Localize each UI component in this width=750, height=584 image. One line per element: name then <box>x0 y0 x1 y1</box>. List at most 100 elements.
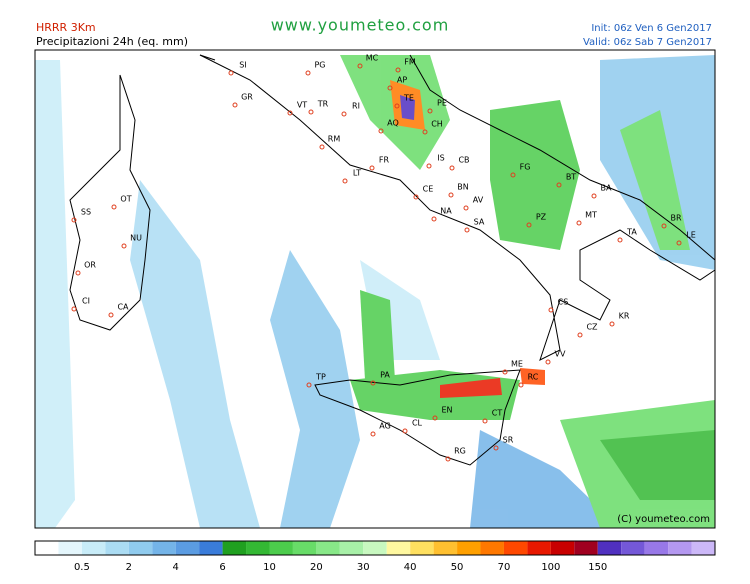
legend: 0.5 2 4 6 10 20 30 40 50 70 100 150 <box>34 540 716 573</box>
city-dot <box>556 182 562 188</box>
legend-swatch <box>105 541 129 555</box>
legend-swatch <box>152 541 176 555</box>
legend-swatch <box>503 541 528 555</box>
city-label: FG <box>520 163 531 172</box>
copyright: (C) youmeteo.com <box>617 514 710 525</box>
city-dot <box>75 270 81 276</box>
legend-swatch <box>668 541 692 555</box>
city-dot <box>306 382 312 388</box>
city-label: VV <box>555 350 566 359</box>
precip-area <box>360 290 395 380</box>
city-label: SA <box>474 218 485 227</box>
city-dot <box>482 418 488 424</box>
city-label: CS <box>558 298 569 307</box>
city-dot <box>71 306 77 312</box>
legend-label: 6 <box>219 562 225 573</box>
city-label: SI <box>239 61 246 70</box>
city-dot <box>449 165 455 171</box>
city-label: BT <box>566 173 576 182</box>
city-label: SR <box>503 436 514 445</box>
legend-swatch <box>222 541 247 555</box>
city-dot <box>402 428 408 434</box>
legend-swatch <box>292 541 317 555</box>
italy-coast <box>199 54 716 361</box>
city-label: CT <box>492 409 503 418</box>
city-label: EN <box>441 406 452 415</box>
city-label: CE <box>423 185 434 194</box>
legend-swatch <box>339 541 364 555</box>
city-dot <box>422 129 428 135</box>
precip-area <box>600 430 715 500</box>
legend-swatch <box>199 541 223 555</box>
city-label: OT <box>120 195 131 204</box>
legend-swatch <box>363 541 387 555</box>
city-label: TE <box>403 94 414 103</box>
legend-label: 150 <box>588 562 607 573</box>
city-label: LE <box>686 231 696 240</box>
legend-label: 40 <box>404 562 417 573</box>
city-dot <box>357 63 363 69</box>
city-label: BN <box>457 183 468 192</box>
city-label: MC <box>366 54 379 63</box>
city-label: TP <box>315 373 326 382</box>
model: HRRR 3Km <box>36 21 96 34</box>
city-label: BA <box>601 184 612 193</box>
city-dot <box>510 172 516 178</box>
legend-label: 10 <box>263 562 276 573</box>
legend-swatch <box>58 541 82 555</box>
legend-swatch <box>691 541 715 555</box>
city-label: TR <box>317 100 329 109</box>
legend-swatch <box>480 541 504 555</box>
legend-label: 0.5 <box>74 562 90 573</box>
city-dot <box>71 217 77 223</box>
city-label: CI <box>82 297 90 306</box>
city-label: GR <box>241 93 253 102</box>
city-label: PE <box>437 99 447 108</box>
city-dot <box>502 369 508 375</box>
legend-swatch <box>621 541 645 555</box>
city-dot <box>576 220 582 226</box>
city-dot <box>427 108 433 114</box>
city-label: MT <box>585 211 597 220</box>
city-label: FR <box>379 156 390 165</box>
legend-swatch <box>644 541 669 555</box>
city-dot <box>591 193 597 199</box>
city-dot <box>287 110 293 116</box>
legend-swatch <box>128 541 153 555</box>
sardinia-coast <box>69 74 151 331</box>
precip-area <box>490 100 580 250</box>
city-label: BR <box>670 214 681 223</box>
legend-frame <box>34 540 716 556</box>
city-label: AQ <box>387 119 399 128</box>
city-label: RC <box>528 373 539 382</box>
city-dot <box>308 109 314 115</box>
city-dot <box>369 165 375 171</box>
city-dot <box>445 456 451 462</box>
city-dot <box>121 243 127 249</box>
city-dot <box>426 163 432 169</box>
product: Precipitazioni 24h (eq. mm) <box>36 35 188 48</box>
init: Init: 06z Ven 6 Gen2017 <box>591 23 712 34</box>
city-label: CZ <box>586 323 598 332</box>
precip-area <box>470 430 620 528</box>
precip-area <box>400 95 415 120</box>
legend-swatch <box>574 541 598 555</box>
city-label: RI <box>352 102 360 111</box>
city-label: FM <box>404 58 416 67</box>
legend-swatch <box>35 541 59 555</box>
city-label: CA <box>117 303 129 312</box>
legend-swatch <box>246 541 270 555</box>
valid: Valid: 06z Sab 7 Gen2017 <box>583 37 712 48</box>
site: www.youmeteo.com <box>271 16 450 35</box>
legend-swatch <box>597 541 622 555</box>
city-dot <box>387 85 393 91</box>
legend-label: 20 <box>310 562 323 573</box>
city-label: RM <box>328 135 341 144</box>
city-label: NA <box>440 207 452 216</box>
legend-swatch <box>457 541 481 555</box>
city-label: AV <box>473 196 484 205</box>
city-dot <box>609 321 615 327</box>
legend-swatch <box>410 541 434 555</box>
coastlines <box>69 54 716 466</box>
precip-field <box>35 55 715 528</box>
